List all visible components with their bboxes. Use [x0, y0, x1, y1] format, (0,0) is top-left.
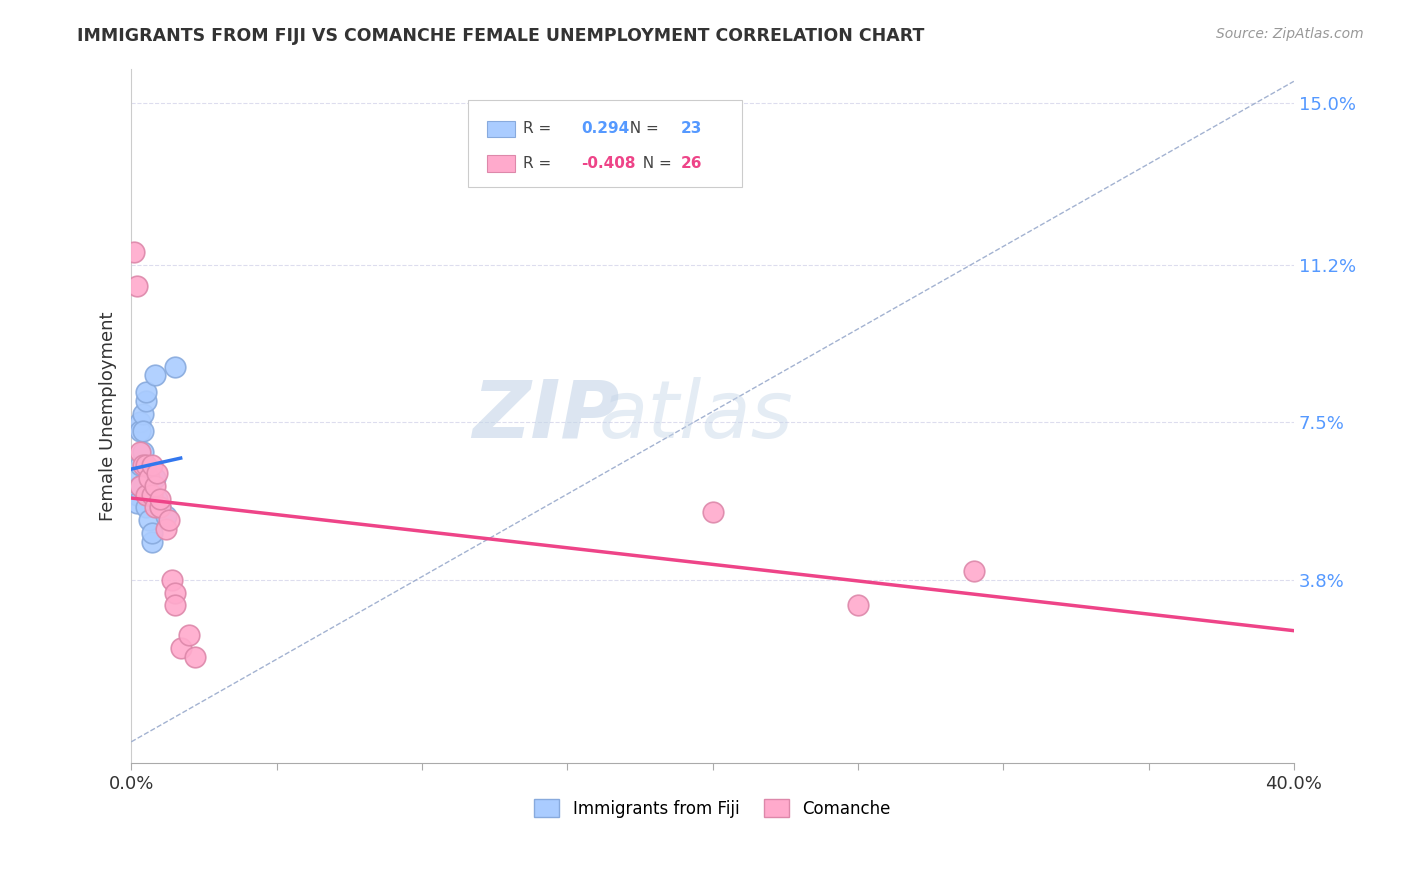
Y-axis label: Female Unemployment: Female Unemployment [100, 311, 117, 521]
Point [122, 467, 145, 481]
Point [129, 479, 152, 493]
Point [135, 393, 157, 408]
Point [138, 488, 160, 502]
Text: ZIP: ZIP [472, 376, 620, 455]
Text: IMMIGRANTS FROM FIJI VS COMANCHE FEMALE UNEMPLOYMENT CORRELATION CHART: IMMIGRANTS FROM FIJI VS COMANCHE FEMALE … [77, 27, 925, 45]
Point [143, 470, 166, 484]
Point [160, 573, 183, 587]
Point [155, 508, 177, 523]
Point [141, 526, 163, 541]
Point [135, 385, 157, 400]
Point [143, 500, 166, 515]
Point [129, 415, 152, 429]
Point [132, 424, 155, 438]
Point [125, 488, 148, 502]
Text: 0.294: 0.294 [581, 121, 630, 136]
Point [157, 513, 180, 527]
Point [129, 445, 152, 459]
Point [129, 458, 152, 472]
Point [143, 368, 166, 383]
Point [135, 458, 157, 472]
Text: Source: ZipAtlas.com: Source: ZipAtlas.com [1216, 27, 1364, 41]
Point [155, 522, 177, 536]
Text: R =: R = [523, 121, 557, 136]
Point [129, 479, 152, 493]
Point [702, 505, 724, 519]
Point [141, 534, 163, 549]
Point [149, 500, 172, 515]
FancyBboxPatch shape [486, 155, 515, 172]
Point [146, 467, 169, 481]
Text: 26: 26 [681, 156, 703, 171]
Point [163, 359, 186, 374]
Point [125, 278, 148, 293]
Point [179, 628, 201, 642]
Point [963, 565, 986, 579]
Point [135, 500, 157, 515]
Point [132, 445, 155, 459]
Point [129, 424, 152, 438]
FancyBboxPatch shape [468, 100, 741, 186]
Text: 23: 23 [681, 121, 703, 136]
Point [184, 649, 207, 664]
Point [149, 491, 172, 506]
Point [132, 407, 155, 421]
Point [163, 585, 186, 599]
Point [122, 244, 145, 259]
Point [149, 500, 172, 515]
Point [846, 599, 869, 613]
Text: -0.408: -0.408 [581, 156, 636, 171]
Text: N =: N = [620, 121, 664, 136]
Point [132, 458, 155, 472]
Legend: Immigrants from Fiji, Comanche: Immigrants from Fiji, Comanche [527, 793, 897, 824]
Point [163, 599, 186, 613]
Text: N =: N = [634, 156, 678, 171]
Point [146, 491, 169, 506]
Point [125, 496, 148, 510]
Text: R =: R = [523, 156, 557, 171]
Text: atlas: atlas [599, 376, 794, 455]
Point [141, 458, 163, 472]
Point [138, 470, 160, 484]
Point [138, 513, 160, 527]
Point [143, 479, 166, 493]
Point [169, 641, 191, 656]
FancyBboxPatch shape [486, 120, 515, 137]
Point [141, 488, 163, 502]
Point [135, 488, 157, 502]
